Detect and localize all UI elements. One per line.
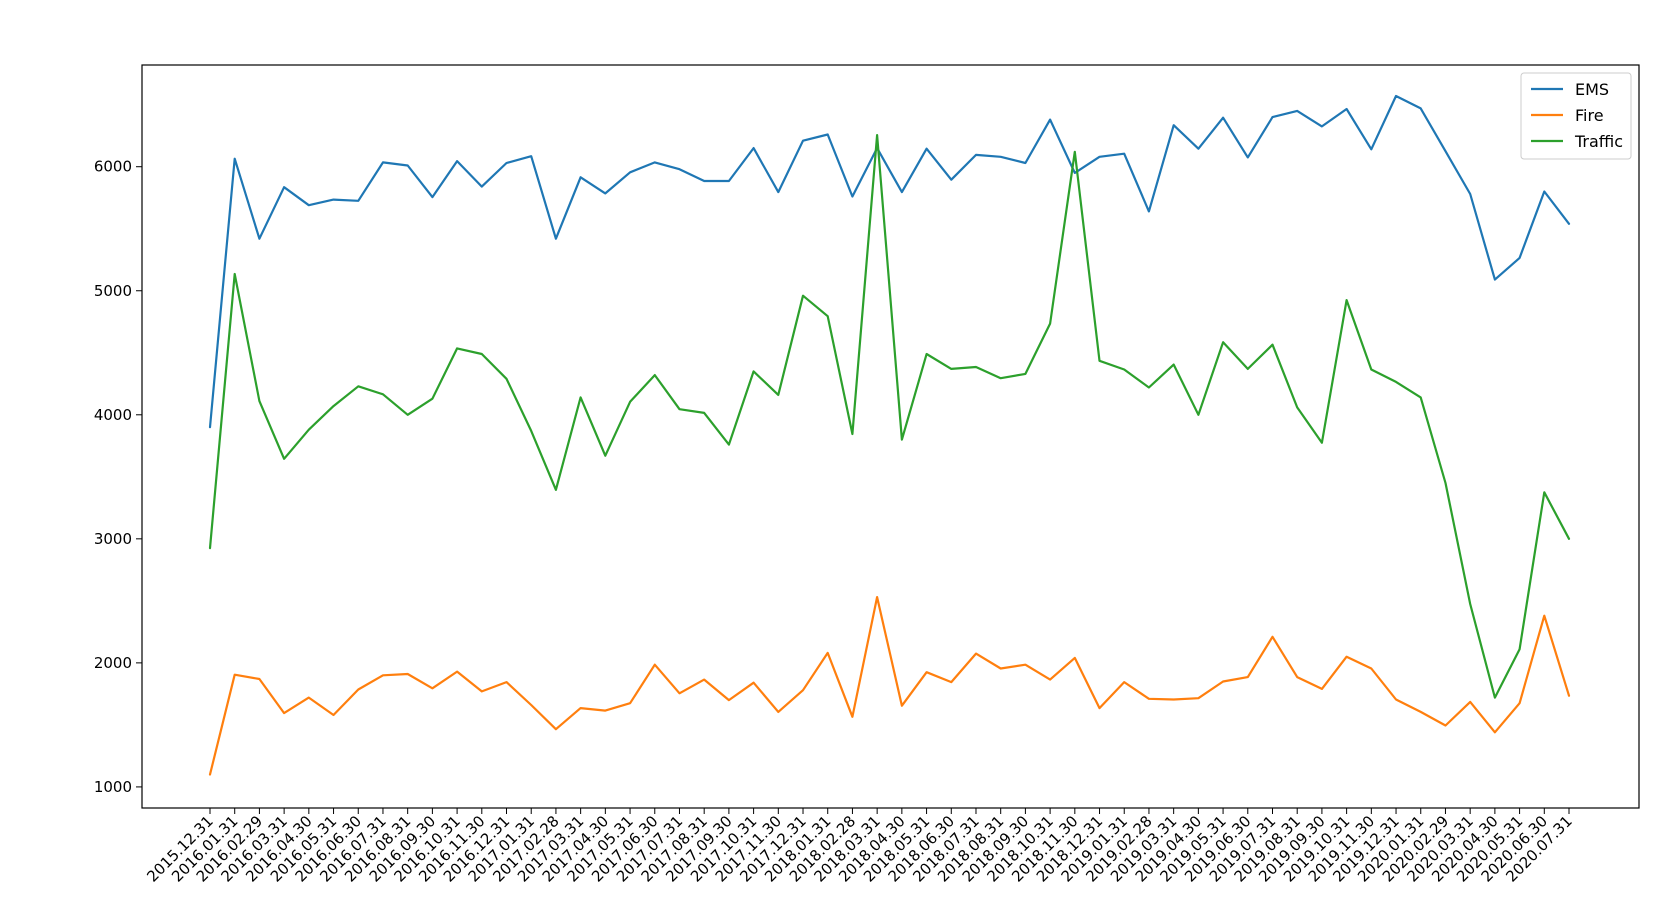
- y-axis: 1000 2000 3000 4000 5000 6000: [94, 158, 142, 796]
- legend-label-fire: Fire: [1575, 106, 1604, 125]
- legend-label-ems: EMS: [1575, 80, 1609, 99]
- x-axis: 2015.12.312016.01.312016.02.292016.03.31…: [143, 808, 1576, 886]
- y-tick-label: 5000: [94, 282, 132, 300]
- y-tick-label: 3000: [94, 530, 132, 548]
- plot-area: [141, 64, 1640, 809]
- series-line-ems: [208, 94, 1571, 429]
- legend: EMS Fire Traffic: [1520, 72, 1632, 160]
- legend-label-traffic: Traffic: [1574, 132, 1623, 151]
- series-line-traffic: [208, 134, 1571, 699]
- y-tick-label: 4000: [94, 406, 132, 424]
- y-tick-label: 6000: [94, 158, 132, 176]
- series-line-fire: [208, 595, 1571, 776]
- y-tick-label: 1000: [94, 778, 132, 796]
- axes-frame: [141, 64, 1640, 809]
- series-layer: [208, 94, 1571, 776]
- y-tick-label: 2000: [94, 654, 132, 672]
- legend-box: [1520, 72, 1632, 160]
